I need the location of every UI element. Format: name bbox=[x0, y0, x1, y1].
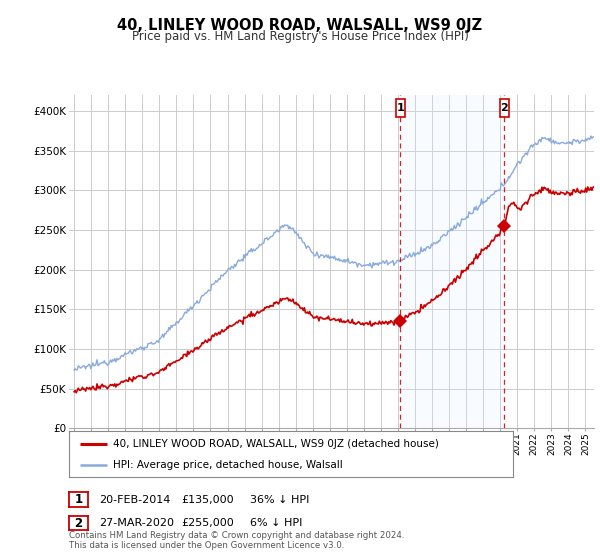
FancyBboxPatch shape bbox=[395, 99, 405, 117]
Text: Contains HM Land Registry data © Crown copyright and database right 2024.
This d: Contains HM Land Registry data © Crown c… bbox=[69, 530, 404, 550]
Text: HPI: Average price, detached house, Walsall: HPI: Average price, detached house, Wals… bbox=[113, 460, 343, 470]
Text: £135,000: £135,000 bbox=[181, 494, 234, 505]
FancyBboxPatch shape bbox=[500, 99, 509, 117]
Bar bbox=[400, 95, 505, 428]
Text: Price paid vs. HM Land Registry's House Price Index (HPI): Price paid vs. HM Land Registry's House … bbox=[131, 30, 469, 43]
Text: 6% ↓ HPI: 6% ↓ HPI bbox=[250, 518, 302, 528]
Text: 27-MAR-2020: 27-MAR-2020 bbox=[99, 518, 174, 528]
Text: 20-FEB-2014: 20-FEB-2014 bbox=[99, 494, 170, 505]
Text: 40, LINLEY WOOD ROAD, WALSALL, WS9 0JZ: 40, LINLEY WOOD ROAD, WALSALL, WS9 0JZ bbox=[118, 18, 482, 34]
Text: 2: 2 bbox=[74, 516, 83, 530]
Text: £255,000: £255,000 bbox=[181, 518, 234, 528]
Text: 36% ↓ HPI: 36% ↓ HPI bbox=[250, 494, 310, 505]
Text: 40, LINLEY WOOD ROAD, WALSALL, WS9 0JZ (detached house): 40, LINLEY WOOD ROAD, WALSALL, WS9 0JZ (… bbox=[113, 439, 439, 449]
Text: 1: 1 bbox=[397, 102, 404, 113]
Text: 1: 1 bbox=[74, 493, 83, 506]
Text: 2: 2 bbox=[500, 102, 508, 113]
